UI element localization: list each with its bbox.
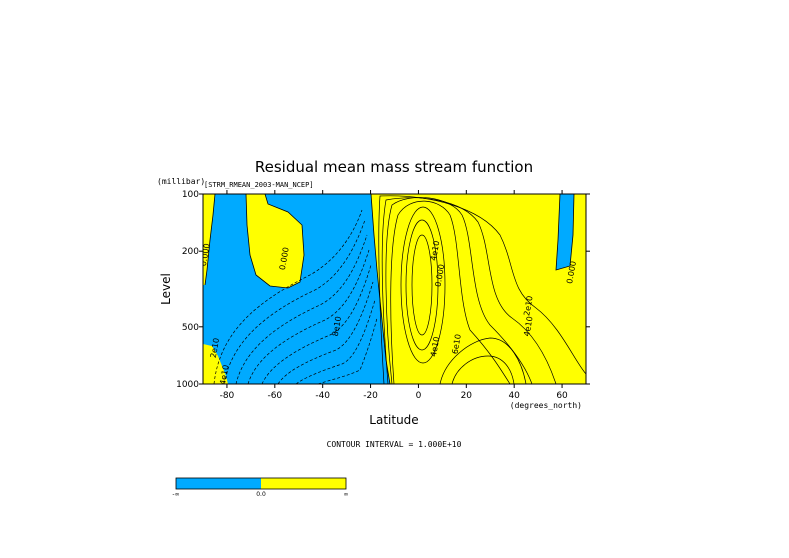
neg-contour-2 [223, 219, 366, 384]
contour-label: 4e10 [522, 316, 534, 337]
colorbar-segment-negative [176, 478, 261, 489]
colorbar: -∞ 0.0 ∞ [172, 477, 349, 498]
contour-label: 0.000 [199, 243, 212, 267]
contour-label: 4e10 [429, 336, 441, 357]
x-units-label: (degrees_north) [510, 401, 582, 410]
y-tick-label: 100 [182, 190, 199, 200]
contour-label: 0.000 [433, 263, 446, 287]
contour-label: 4e10 [429, 240, 441, 261]
neg-contour-4 [247, 249, 370, 384]
x-axis-label: Latitude [369, 413, 418, 427]
y-axis-label: Level [159, 273, 173, 305]
contour-label: 4e10 [218, 364, 230, 385]
pos-contour-5 [385, 197, 533, 384]
positive-contours [378, 195, 586, 384]
contour-label: 0.000 [278, 247, 291, 271]
contour-zero-sh-polar [204, 194, 216, 286]
x-tick-label: -20 [363, 391, 378, 401]
colorbar-frame [175, 477, 347, 490]
plot-frame [202, 193, 587, 385]
contour-label: 2e10 [209, 337, 221, 358]
pos-contour-3 [400, 206, 446, 364]
pos-contour-1 [411, 234, 433, 336]
neg-contour-5 [261, 264, 372, 384]
positive-region-sh-surface [203, 344, 228, 384]
y-tick-label: 1000 [176, 380, 199, 390]
x-axis: -80 -60 -40 -20 0 20 40 60 [220, 190, 568, 401]
colorbar-label-max: ∞ [344, 491, 349, 498]
contour-label: 8e10 [331, 316, 343, 337]
contour-labels: 0.000 0.0000.0000.0002e104e108e104e104e10… [199, 240, 578, 385]
positive-region-sh-polar [203, 194, 215, 285]
y-tick-label: 500 [182, 323, 199, 333]
negative-contours [213, 209, 378, 384]
y-tick-label: 200 [182, 247, 199, 257]
neg-contour-3 [235, 234, 368, 384]
x-tick-label: 60 [556, 391, 568, 401]
pos-contour-8 [439, 337, 527, 384]
x-tick-label: -80 [220, 391, 235, 401]
positive-region-nh [371, 194, 586, 384]
neg-contour-6 [277, 281, 374, 384]
y-units-label: (millibar) [157, 177, 205, 186]
contour-label: 6e10 [450, 333, 462, 354]
neg-contour-1 [213, 209, 363, 384]
neg-contour-8 [317, 317, 378, 384]
x-tick-label: 40 [508, 391, 520, 401]
positive-region-sh-tongue [246, 194, 304, 288]
chart-title: Residual mean mass stream function [255, 158, 533, 176]
x-tick-label: -40 [315, 391, 330, 401]
pos-contour-6 [381, 197, 557, 384]
pos-contour-7 [378, 195, 586, 384]
contour-zero-nh [555, 194, 575, 271]
neg-contour-7 [295, 299, 376, 384]
x-tick-label: 0 [416, 391, 422, 401]
contour-label: 0.000 [565, 260, 578, 284]
colorbar-label-mid: 0.0 [256, 491, 266, 498]
x-tick-label: -60 [267, 391, 282, 401]
contour-zero-sh-tongue [245, 194, 305, 289]
x-tick-label: 20 [461, 391, 473, 401]
pos-contour-9 [451, 355, 515, 384]
contour-label: 2e10 [522, 295, 534, 316]
y-axis: 100 200 500 1000 [176, 190, 590, 390]
pos-contour-2 [405, 219, 439, 351]
colorbar-segment-positive [261, 478, 346, 489]
colorbar-label-min: -∞ [172, 491, 179, 498]
chart-subtitle: [STRM_RMEAN_2003-MAN_NCEP] [204, 181, 314, 189]
plot-area: 0.000 0.0000.0000.0002e104e108e104e104e10… [199, 194, 586, 385]
contour-interval-note: CONTOUR INTERVAL = 1.000E+10 [327, 440, 462, 449]
